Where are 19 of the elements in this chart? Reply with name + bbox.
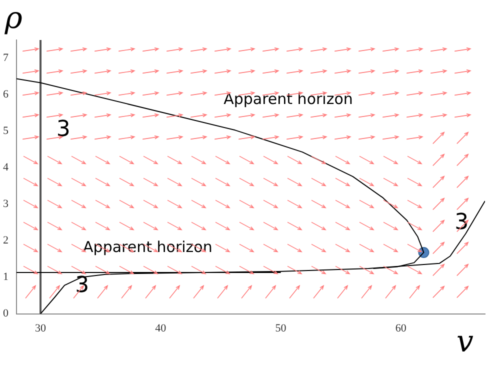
y-tick-label: 1 xyxy=(3,271,8,284)
annotation: Apparent horizon xyxy=(83,238,212,256)
annotation: 3 xyxy=(454,210,469,236)
x-tick-label: 40 xyxy=(155,322,167,334)
y-tick-label: 6 xyxy=(3,88,9,101)
y-tick-label: 3 xyxy=(3,198,9,210)
x-tick-label: 30 xyxy=(35,322,47,334)
y-tick-label: 5 xyxy=(3,125,9,138)
x-tick-label: 60 xyxy=(395,322,407,334)
y-tick-label: 4 xyxy=(3,162,9,174)
y-axis-title: ρ xyxy=(4,0,23,36)
annotation: Apparent horizon xyxy=(224,90,353,108)
x-tick-label: 50 xyxy=(275,322,287,334)
y-tick-label: 7 xyxy=(3,52,9,64)
annotation: 3 xyxy=(75,273,90,298)
annotation: 3 xyxy=(56,117,70,142)
y-tick-label: 0 xyxy=(3,308,9,320)
x-axis-title: v xyxy=(456,324,474,360)
y-tick-label: 2 xyxy=(3,234,8,247)
